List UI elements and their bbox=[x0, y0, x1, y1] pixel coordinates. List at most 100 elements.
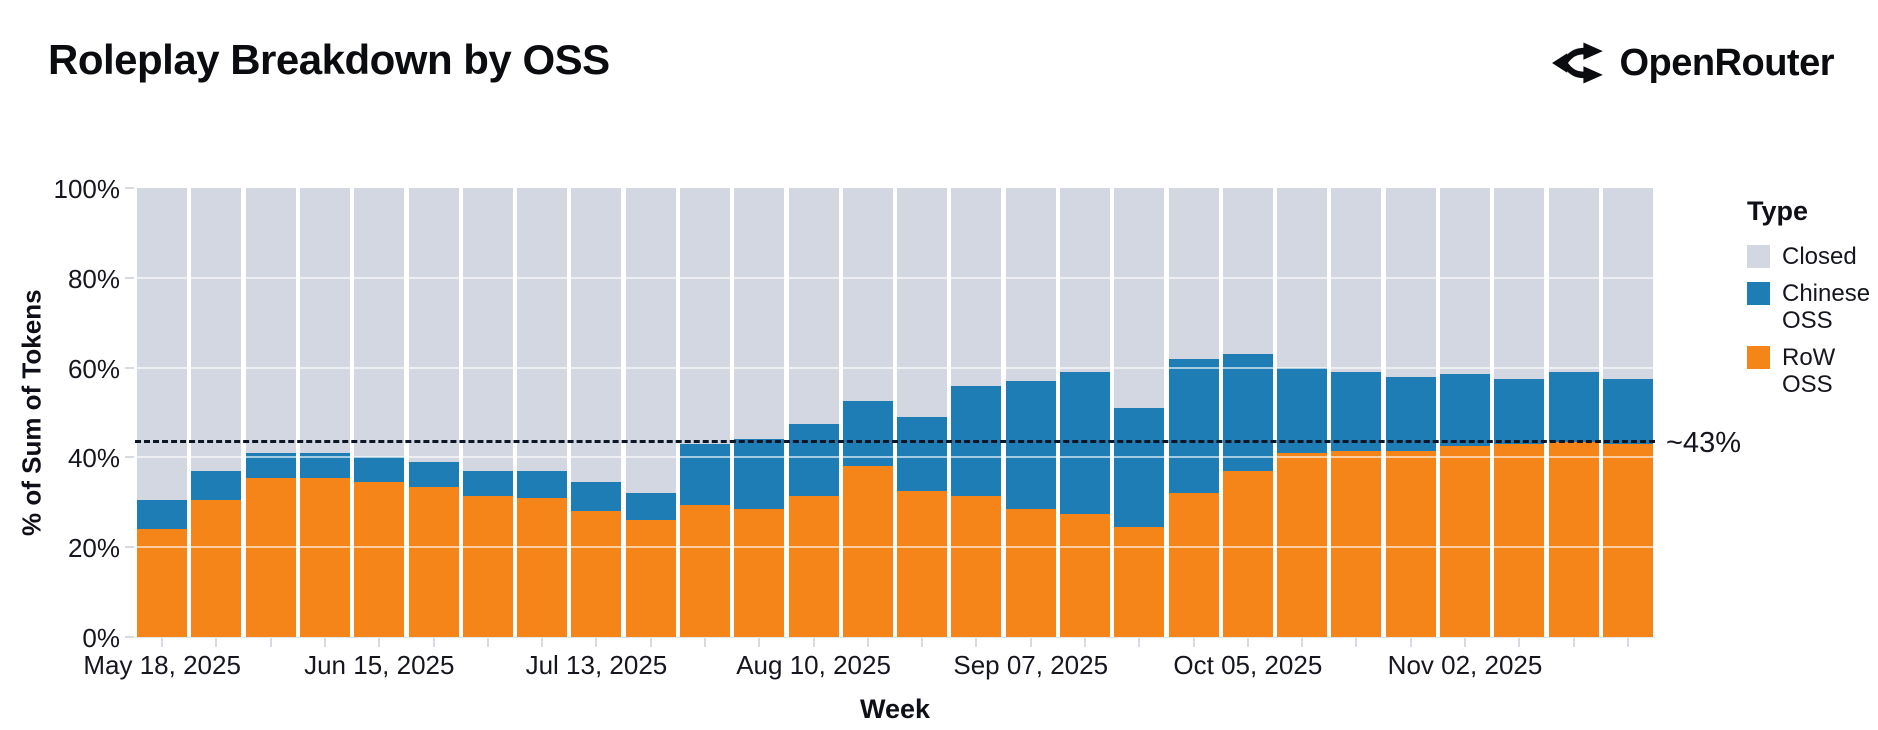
openrouter-icon bbox=[1552, 42, 1604, 84]
bar-segment-row-oss bbox=[1602, 443, 1653, 637]
bar-segment-closed bbox=[1440, 188, 1490, 375]
bar-segment-chinese-oss bbox=[191, 470, 242, 501]
x-tick-mark bbox=[1029, 638, 1032, 647]
chinese-oss-swatch bbox=[1747, 281, 1770, 305]
y-tick-label: 100% bbox=[53, 174, 121, 204]
bar-segment-chinese-oss bbox=[1222, 354, 1273, 471]
bar-segment-chinese-oss bbox=[788, 423, 839, 496]
legend: Type Closed Chinese OSS RoW OSS bbox=[1747, 196, 1873, 408]
bar-segment-chinese-oss bbox=[354, 457, 405, 483]
ref-line-annotation: ~43% bbox=[1666, 427, 1741, 460]
brand-logo: OpenRouter bbox=[1551, 38, 1834, 88]
bar-segment-closed bbox=[951, 188, 1002, 386]
bar-segment-chinese-oss bbox=[625, 493, 676, 521]
bar-segment-closed bbox=[1494, 188, 1545, 379]
bar-segment-chinese-oss bbox=[517, 470, 568, 498]
bar-segment-row-oss bbox=[1060, 513, 1110, 637]
y-tick-mark bbox=[125, 456, 134, 459]
x-tick-mark bbox=[432, 638, 435, 647]
bar-segment-row-oss bbox=[1114, 527, 1165, 637]
x-tick-mark bbox=[1626, 638, 1629, 647]
gridline-60 bbox=[135, 366, 1655, 369]
bar-segment-chinese-oss bbox=[842, 401, 893, 467]
bar-segment-row-oss bbox=[625, 520, 676, 637]
bar-segment-closed bbox=[1005, 188, 1056, 382]
x-tick-mark bbox=[378, 638, 381, 647]
legend-label: Closed bbox=[1782, 243, 1857, 270]
x-tick-label: Jul 13, 2025 bbox=[525, 650, 668, 680]
bar-segment-chinese-oss bbox=[408, 461, 459, 487]
gridline-20 bbox=[135, 546, 1655, 549]
bar-segment-chinese-oss bbox=[1331, 372, 1382, 451]
x-tick-mark bbox=[1464, 638, 1466, 647]
legend-item-row-oss: RoW OSS bbox=[1747, 344, 1873, 399]
y-tick-label: 80% bbox=[67, 263, 120, 294]
x-tick-mark bbox=[866, 638, 869, 647]
y-tick-label: 60% bbox=[67, 353, 120, 384]
x-tick-label: Oct 05, 2025 bbox=[1173, 650, 1323, 680]
x-axis-title: Week bbox=[859, 694, 931, 724]
bar-segment-chinese-oss bbox=[571, 482, 622, 512]
bar-segment-row-oss bbox=[462, 495, 513, 637]
bar-segment-closed bbox=[1222, 188, 1273, 355]
ref-line bbox=[135, 440, 1655, 444]
x-tick-mark bbox=[541, 638, 544, 647]
x-tick-label: Nov 02, 2025 bbox=[1387, 650, 1543, 680]
y-tick-label: 20% bbox=[67, 533, 120, 564]
closed-swatch bbox=[1747, 245, 1770, 268]
bar-segment-row-oss bbox=[734, 509, 785, 637]
bar-segment-closed bbox=[137, 188, 188, 501]
bar-segment-closed bbox=[1114, 188, 1165, 409]
x-tick-label: Sep 07, 2025 bbox=[953, 650, 1109, 680]
brand-name: OpenRouter bbox=[1619, 41, 1834, 84]
x-tick-mark bbox=[161, 638, 164, 647]
bar-segment-row-oss bbox=[191, 500, 242, 637]
bar-segment-closed bbox=[300, 188, 350, 453]
bar-segment-row-oss bbox=[408, 486, 459, 637]
bar-segment-row-oss bbox=[951, 495, 1002, 637]
bar-segment-row-oss bbox=[1168, 493, 1219, 637]
x-tick-mark bbox=[486, 638, 489, 647]
y-tick-mark bbox=[125, 276, 134, 279]
bar-segment-chinese-oss bbox=[1114, 408, 1165, 527]
bar-segment-closed bbox=[1168, 188, 1219, 359]
x-tick-mark bbox=[921, 638, 924, 647]
y-tick-mark bbox=[125, 636, 134, 638]
bar-segment-closed bbox=[1602, 188, 1653, 379]
x-tick-label: Aug 10, 2025 bbox=[736, 650, 891, 680]
gridline-40 bbox=[135, 456, 1655, 459]
bar-segment-chinese-oss bbox=[680, 443, 730, 505]
page-title: Roleplay Breakdown by OSS bbox=[48, 36, 610, 83]
bar-segment-closed bbox=[245, 188, 296, 453]
x-tick-mark bbox=[269, 638, 272, 647]
x-tick-mark bbox=[812, 638, 815, 647]
bar-segment-closed bbox=[571, 188, 622, 483]
x-tick-mark bbox=[1518, 638, 1521, 647]
bar-segment-closed bbox=[408, 188, 459, 462]
bar-segment-chinese-oss bbox=[1277, 367, 1328, 453]
bar-segment-row-oss bbox=[571, 511, 622, 637]
x-tick-label: May 18, 2025 bbox=[83, 650, 241, 680]
bar-segment-closed bbox=[625, 188, 676, 494]
bar-segment-closed bbox=[788, 188, 839, 424]
y-tick-mark bbox=[125, 366, 134, 369]
bar-segment-chinese-oss bbox=[1168, 358, 1219, 494]
y-tick-mark bbox=[125, 187, 134, 189]
bar-segment-row-oss bbox=[842, 466, 893, 637]
x-tick-mark bbox=[975, 638, 978, 647]
bar-segment-closed bbox=[842, 188, 893, 402]
legend-title: Type bbox=[1747, 196, 1809, 226]
x-tick-mark bbox=[595, 638, 598, 647]
bar-segment-row-oss bbox=[1548, 441, 1599, 637]
bar-segment-chinese-oss bbox=[1440, 374, 1490, 447]
bar-segment-row-oss bbox=[1385, 450, 1436, 637]
bar-segment-closed bbox=[734, 188, 785, 440]
bar-segment-closed bbox=[1385, 188, 1436, 377]
bar-segment-closed bbox=[897, 188, 948, 417]
y-tick-label: 40% bbox=[67, 443, 120, 474]
bar-segment-chinese-oss bbox=[462, 470, 513, 496]
legend-label: RoW OSS bbox=[1782, 343, 1836, 399]
bar-segment-row-oss bbox=[1494, 443, 1545, 637]
bar-segment-row-oss bbox=[788, 495, 839, 637]
